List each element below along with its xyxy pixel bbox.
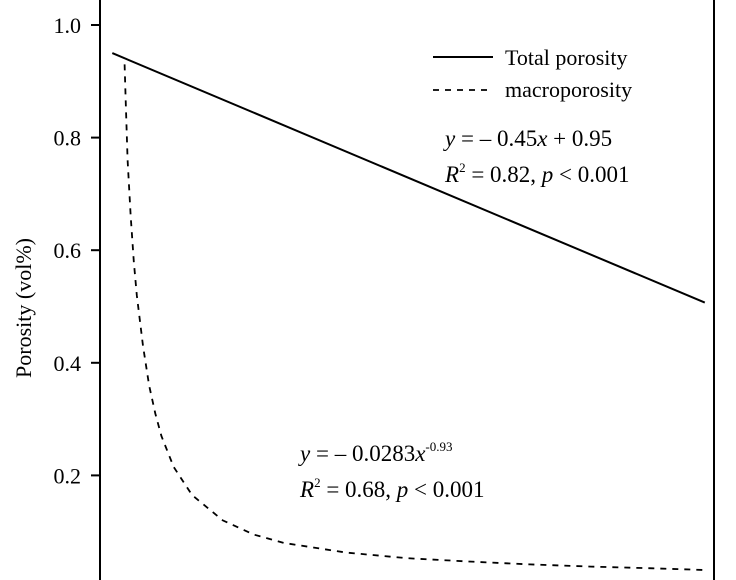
y-tick-label: 1.0 (54, 13, 82, 38)
legend: Total porosity macroporosity (433, 45, 632, 102)
series-line-total-porosity (111, 52, 706, 304)
equation-macroporosity: y = – 0.0283x-0.93 (298, 439, 453, 466)
stats-macroporosity: R2 = 0.68, p < 0.001 (299, 475, 485, 502)
y-axis-label: Porosity (vol%) (11, 238, 36, 378)
legend-label-macroporosity: macroporosity (505, 77, 632, 102)
y-tick-label: 0.4 (54, 351, 82, 376)
y-ticks: 1.0 0.8 0.6 0.4 0.2 0.0 (54, 13, 100, 580)
y-tick-label: 0.8 (54, 126, 82, 151)
legend-label-total-porosity: Total porosity (505, 45, 628, 70)
series-line-macroporosity (123, 64, 705, 571)
y-tick-label: 0.6 (54, 238, 82, 263)
y-tick-label: 0.2 (54, 463, 82, 488)
y-tick-label: 0.0 (54, 576, 82, 580)
stats-total-porosity: R2 = 0.82, p < 0.001 (444, 160, 630, 187)
equation-total-porosity: y = – 0.45x + 0.95 (443, 126, 612, 151)
